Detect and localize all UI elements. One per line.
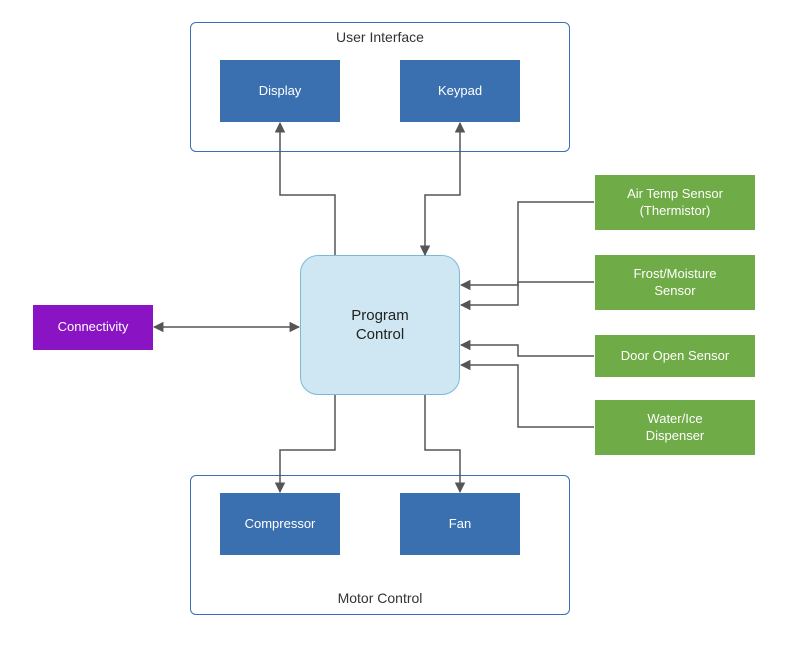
door-sensor-label: Door Open Sensor	[621, 348, 729, 365]
display-node: Display	[220, 60, 340, 122]
keypad-node: Keypad	[400, 60, 520, 122]
door-sensor-node: Door Open Sensor	[595, 335, 755, 377]
frost-sensor-node: Frost/Moisture Sensor	[595, 255, 755, 310]
connectivity-label: Connectivity	[58, 319, 129, 336]
motor-control-label: Motor Control	[338, 590, 423, 606]
frost-sensor-label: Frost/Moisture Sensor	[633, 266, 716, 300]
fan-node: Fan	[400, 493, 520, 555]
connectivity-node: Connectivity	[33, 305, 153, 350]
fan-label: Fan	[449, 516, 471, 533]
water-dispenser-label: Water/Ice Dispenser	[646, 411, 705, 445]
user-interface-label: User Interface	[336, 29, 424, 45]
program-control-label: Program Control	[351, 306, 409, 345]
display-label: Display	[259, 83, 302, 100]
keypad-label: Keypad	[438, 83, 482, 100]
program-control-node: Program Control	[300, 255, 460, 395]
compressor-node: Compressor	[220, 493, 340, 555]
water-dispenser-node: Water/Ice Dispenser	[595, 400, 755, 455]
air-temp-sensor-node: Air Temp Sensor (Thermistor)	[595, 175, 755, 230]
compressor-label: Compressor	[245, 516, 316, 533]
air-temp-sensor-label: Air Temp Sensor (Thermistor)	[627, 186, 723, 220]
